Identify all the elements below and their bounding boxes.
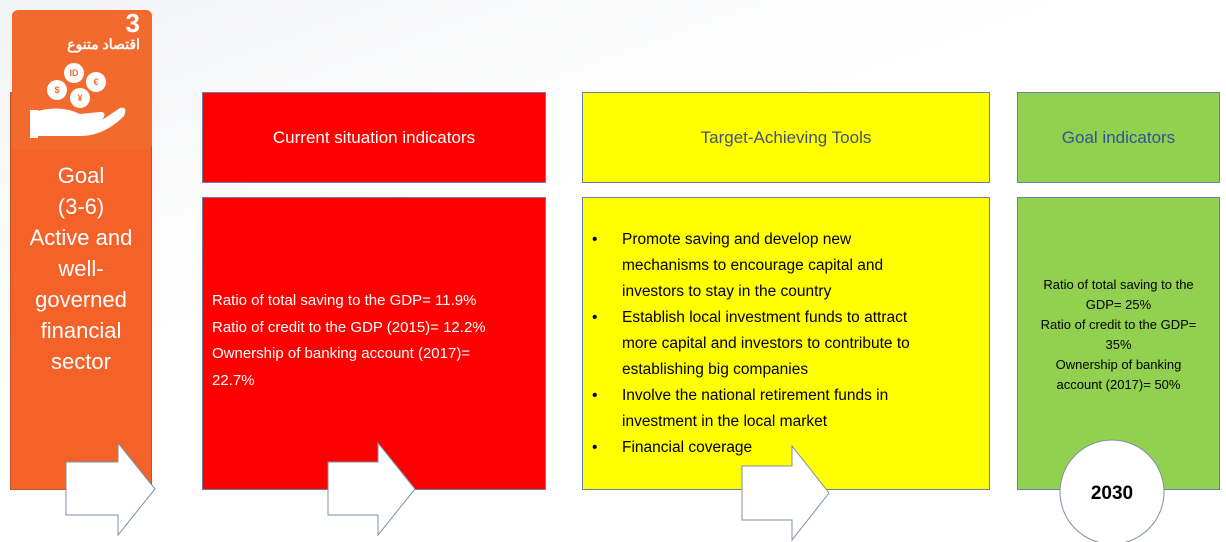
current-line: Ratio of total saving to the GDP= 11.9% (212, 292, 477, 309)
current-line: Ratio of credit to the GDP (2015)= 12.2% (212, 318, 486, 336)
arrows (65, 441, 830, 542)
goal-number: 3 (125, 8, 140, 38)
cuff (30, 110, 38, 138)
coin (70, 88, 90, 108)
goal-ind-header: Goal indicators (1017, 92, 1220, 183)
goal-line: financial (40, 318, 122, 343)
current-header: Current situation indicators (202, 92, 546, 183)
tool-line: Financial coverage • (592, 435, 910, 461)
goal-line: (3-6) (57, 194, 105, 219)
tool-line: Establish local investment funds to attr… (592, 305, 910, 331)
arrow (741, 444, 830, 542)
tool-line: Involve the national retirement funds in… (592, 383, 910, 409)
current-body (202, 197, 546, 490)
goal-column (10, 92, 152, 490)
coin-icon (30, 63, 126, 138)
goal-arabic: اقتصاد متنوع (67, 36, 140, 52)
coin-label: ID (70, 68, 80, 78)
goal-line: Goal (57, 163, 105, 188)
current-line: 22.7% (212, 371, 255, 389)
goal-ind-line: account (2017)= 50% (1056, 377, 1181, 392)
arrow (65, 441, 156, 537)
coin (47, 80, 67, 100)
goal-text: Goal (3-6) Active and well-governed financia… (10, 160, 152, 377)
coin-label: ¥ (77, 93, 82, 103)
hand (34, 107, 126, 136)
current-line: Ownership of banking account (2017)= (212, 345, 471, 362)
goal-ind-text: Ratio of total saving to the GDP= 25% Rati… (1017, 275, 1220, 395)
year-circle (1059, 439, 1165, 542)
goal-ind-line: Ratio of total saving to the (1043, 277, 1194, 292)
tool-line: Promote saving and develop new • (592, 227, 910, 253)
tools-body (582, 197, 990, 490)
tool-line: more capital and investors to contribute… (622, 335, 910, 352)
tool-line: investors to stay in the country (622, 283, 832, 300)
bullet: • (592, 439, 598, 456)
tool-line: establishing big companies (622, 361, 809, 378)
goal-ind-line: Ratio of credit to the GDP= (1040, 317, 1197, 332)
coin-label: $ (54, 85, 59, 95)
bullet: • (592, 309, 598, 326)
tool-line: investment in the local market (622, 413, 828, 430)
bullet: • (592, 231, 598, 248)
goal-line: well- (58, 256, 104, 281)
tools-header: Target-Achieving Tools (582, 92, 990, 183)
coin-label: € (93, 77, 98, 87)
goal-ind-line: GDP= 25% (1085, 297, 1152, 312)
coin (64, 63, 84, 83)
bullet: • (592, 387, 598, 404)
tool-line: mechanisms to encourage capital and (622, 257, 884, 274)
year: 2030 (1091, 483, 1133, 504)
goal-line: Active and (29, 225, 133, 250)
current-text: Ratio of total saving to the GDP= 11.9% R… (212, 288, 486, 394)
goal-ind-line: 35% (1105, 337, 1132, 352)
goal-line: governed (35, 287, 127, 312)
tools-text: Promote saving and develop new • mechanism… (592, 227, 910, 461)
coin (86, 72, 106, 92)
goal-line: sector (51, 349, 111, 374)
arrow (327, 441, 416, 537)
goal-ind-line: Ownership of banking (1055, 357, 1182, 372)
coin-labels: ID € $ ¥ (54, 68, 98, 103)
